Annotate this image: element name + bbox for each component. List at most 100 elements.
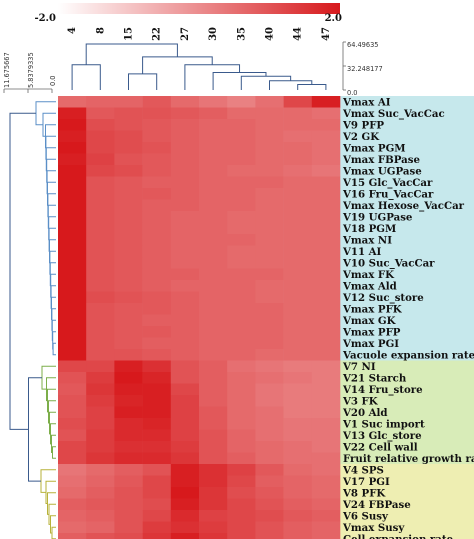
- heatmap-cell: [114, 349, 143, 361]
- heatmap-cell: [227, 326, 256, 338]
- heatmap-cell: [114, 130, 143, 143]
- heatmap-cell: [142, 234, 172, 246]
- heatmap-cell: [255, 326, 284, 338]
- heatmap-cell: [199, 188, 228, 200]
- heatmap-cell: [142, 188, 172, 200]
- heatmap-cell: [311, 383, 341, 396]
- heatmap-cell: [227, 349, 256, 361]
- heatmap-cell: [311, 234, 341, 246]
- heatmap-cell: [114, 429, 143, 442]
- heatmap-cell: [86, 245, 115, 258]
- row-label: V22 Cell wall: [342, 441, 418, 453]
- heatmap-cell: [199, 257, 228, 269]
- heatmap-cell: [227, 222, 256, 235]
- heatmap-cell: [283, 464, 313, 476]
- heatmap-cell: [227, 211, 256, 223]
- heatmap-cell: [86, 130, 115, 143]
- heatmap-cell: [227, 303, 256, 315]
- heatmap-cell: [170, 245, 200, 258]
- heatmap-cell: [255, 337, 284, 350]
- heatmap-cell: [227, 268, 256, 281]
- row-label: Vmax AI: [342, 96, 391, 108]
- row-label: V20 Ald: [342, 407, 388, 419]
- heatmap-cell: [170, 211, 200, 223]
- row-dendrogram-branch: [52, 446, 56, 459]
- heatmap-cell: [227, 510, 256, 522]
- heatmap-cell: [114, 314, 143, 327]
- heatmap-cell: [58, 119, 87, 131]
- heatmap-cell: [58, 452, 87, 465]
- heatmap-cell: [86, 487, 115, 499]
- heatmap-cell: [199, 245, 228, 258]
- heatmap-cell: [255, 165, 284, 177]
- heatmap-cell: [170, 165, 200, 177]
- heatmap-cell: [58, 291, 87, 304]
- heatmap-cells: [58, 96, 341, 539]
- row-label: V7 NI: [342, 361, 376, 373]
- heatmap-cell: [311, 372, 341, 384]
- heatmap-cell: [255, 199, 284, 212]
- heatmap-cell: [170, 234, 200, 246]
- heatmap-cell: [199, 349, 228, 361]
- heatmap-cell: [114, 222, 143, 235]
- heatmap-cell: [170, 498, 200, 511]
- heatmap-cell: [86, 199, 115, 212]
- heatmap-cell: [199, 107, 228, 120]
- row-label: V24 FBPase: [342, 499, 411, 511]
- heatmap-cell: [58, 142, 87, 154]
- heatmap-cell: [199, 280, 228, 292]
- heatmap-cell: [114, 142, 143, 154]
- heatmap-cell: [227, 475, 256, 488]
- heatmap-cell: [86, 521, 115, 534]
- row-label: V13 Glc_store: [342, 430, 422, 443]
- heatmap-cell: [114, 487, 143, 499]
- heatmap-cell: [311, 487, 341, 499]
- heatmap-cell: [142, 452, 172, 465]
- heatmap-cell: [58, 510, 87, 522]
- heatmap-cell: [199, 222, 228, 235]
- row-label: V17 PGI: [342, 476, 390, 488]
- column-labels: 4 8 15 22 27 30 35 40 44 47: [67, 27, 332, 41]
- heatmap-cell: [58, 153, 87, 166]
- heatmap-cell: [114, 498, 143, 511]
- row-label: V14 Fru_store: [342, 384, 423, 397]
- heatmap-cell: [227, 119, 256, 131]
- heatmap-cell: [142, 360, 172, 373]
- row-dendrogram: [9, 101, 56, 539]
- heatmap-cell: [170, 452, 200, 465]
- heatmap-cell: [255, 234, 284, 246]
- heatmap-cell: [227, 521, 256, 534]
- heatmap-cell: [311, 464, 341, 476]
- heatmap-cell: [199, 176, 228, 189]
- row-label: Fruit relative growth rate: [343, 453, 474, 465]
- row-dendrogram-branch: [51, 526, 56, 539]
- heatmap-cell: [170, 510, 200, 522]
- heatmap-cell: [283, 498, 313, 511]
- heatmap-cell: [311, 395, 341, 407]
- heatmap-cell: [311, 314, 341, 327]
- row-label: V2 GK: [342, 131, 380, 143]
- heatmap-cell: [255, 280, 284, 292]
- heatmap-cell: [114, 234, 143, 246]
- heatmap-cell: [58, 314, 87, 327]
- scale-min-label: -2.0: [34, 13, 56, 24]
- heatmap-cell: [199, 337, 228, 350]
- row-label: V6 Susy: [342, 510, 389, 522]
- heatmap-cell: [170, 475, 200, 488]
- heatmap-cell: [199, 441, 228, 453]
- heatmap-cell: [227, 487, 256, 499]
- heatmap-cell: [311, 337, 341, 350]
- heatmap-cell: [255, 510, 284, 522]
- heatmap-cell: [255, 372, 284, 384]
- heatmap-cell: [86, 222, 115, 235]
- heatmap-cell: [311, 291, 341, 304]
- heatmap-cell: [227, 199, 256, 212]
- heatmap-cell: [114, 452, 143, 465]
- heatmap-cell: [142, 349, 172, 361]
- row-dendrogram-branch: [28, 377, 42, 482]
- heatmap-cell: [142, 326, 172, 338]
- heatmap-cell: [114, 521, 143, 534]
- heatmap-cell: [255, 383, 284, 396]
- row-label: V10 Suc_VacCar: [342, 257, 435, 270]
- heatmap-cell: [86, 533, 115, 539]
